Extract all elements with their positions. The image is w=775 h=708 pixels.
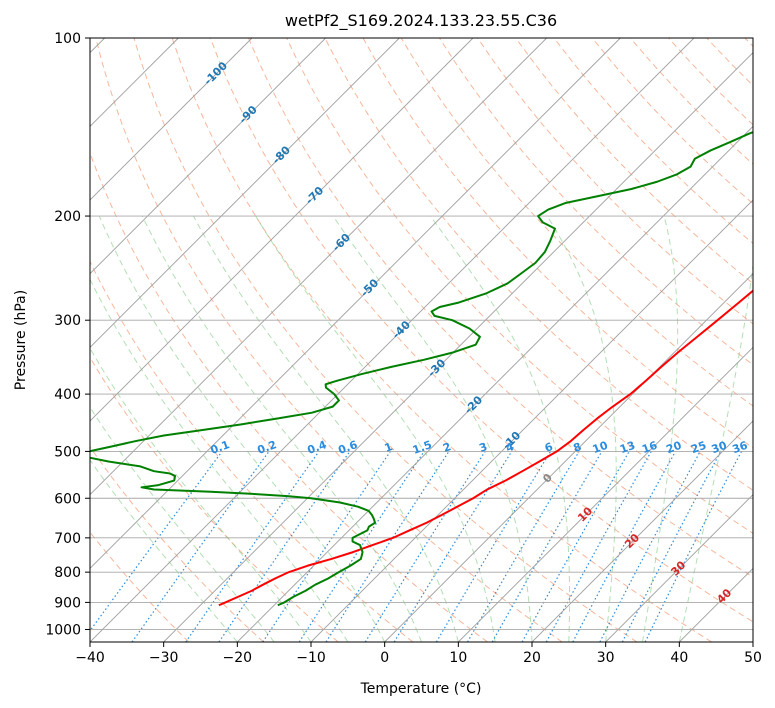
- mixing-ratio-line: [545, 451, 652, 642]
- dry-adiabat: [515, 38, 753, 285]
- mixing-ratio-label: 20: [665, 439, 684, 457]
- mixing-ratio-label: 0.2: [256, 438, 279, 457]
- dry-adiabat: [90, 260, 414, 642]
- mixing-ratio-label: 13: [618, 439, 637, 456]
- dry-adiabat: [90, 445, 264, 642]
- y-tick-label: 200: [54, 209, 81, 225]
- moist-adiabat: [90, 406, 275, 642]
- mixing-ratio-label: 6: [543, 440, 555, 455]
- mixing-ratio-label: 4: [504, 440, 516, 455]
- isotherm-line: [237, 125, 753, 642]
- mixing-ratio-label: 10: [591, 439, 610, 457]
- y-axis-label: Pressure (hPa): [13, 290, 29, 390]
- temperature-profile: [218, 289, 753, 607]
- y-tick-label: 400: [54, 387, 81, 403]
- y-tick-label: 800: [54, 565, 81, 581]
- isotherm-line: [90, 38, 621, 569]
- x-tick-label: 40: [670, 650, 688, 666]
- dewpoint-profile: [90, 131, 753, 607]
- y-tick-label: 300: [54, 313, 81, 329]
- y-tick-label: 1000: [45, 622, 81, 638]
- dry-adiabat: [286, 38, 753, 534]
- mixing-ratio-line: [621, 451, 722, 642]
- y-tick-label: 500: [54, 444, 81, 460]
- mixing-ratio-label: 1: [383, 440, 395, 455]
- mixing-ratio-label: 16: [640, 439, 659, 457]
- dry-adiabat: [248, 38, 753, 578]
- mixing-ratio-label: 0.4: [306, 438, 329, 457]
- dry-adiabat: [90, 356, 339, 642]
- isotherm-line: [90, 38, 253, 201]
- mixing-ratio-label: 3: [477, 440, 489, 455]
- moist-adiabat: [141, 215, 422, 642]
- moist-adiabat: [98, 215, 386, 642]
- x-tick-label: −20: [223, 650, 253, 666]
- mixing-ratio-line: [262, 451, 391, 642]
- x-tick-label: −10: [296, 650, 326, 666]
- chart-title: wetPf2_S169.2024.133.23.55.C36: [285, 11, 557, 31]
- isotherm-line: [90, 38, 695, 642]
- isotherm-line: [531, 420, 753, 642]
- axes: −40 −30 −20 −10 0 10 20 30 40 5010020030040050060…: [45, 31, 762, 666]
- isotherm-line: [458, 346, 753, 642]
- moist-adiabat: [90, 459, 238, 642]
- isotherm-line: [163, 52, 753, 642]
- mixing-ratio-line: [185, 451, 320, 642]
- isotherm-line: [90, 38, 326, 275]
- mixing-ratio-line: [393, 451, 513, 642]
- mixing-ratio-label: 0.1: [209, 438, 232, 457]
- plot-area: [90, 38, 753, 642]
- dry-adiabat: [171, 38, 712, 642]
- x-tick-label: −40: [75, 650, 105, 666]
- x-tick-label: 0: [380, 650, 389, 666]
- x-axis-label: Temperature (°C): [360, 681, 482, 697]
- x-tick-label: 30: [597, 650, 615, 666]
- isotherm-line: [90, 38, 474, 422]
- isotherm-line: [605, 494, 753, 642]
- dry-adiabat: [209, 38, 753, 623]
- x-tick-label: 10: [449, 650, 467, 666]
- x-tick-label: −30: [149, 650, 179, 666]
- plot-frame: [89, 37, 754, 643]
- moist-adiabat: [546, 215, 617, 642]
- dry-adiabat: [324, 38, 753, 491]
- y-tick-label: 700: [54, 531, 81, 547]
- x-tick-label: 20: [523, 650, 541, 666]
- moist-adiabat: [90, 347, 312, 642]
- x-tick-label: 50: [744, 650, 762, 666]
- y-tick-label: 600: [54, 491, 81, 507]
- mixing-ratio-label: 36: [731, 439, 750, 457]
- isotherm-line: [384, 273, 753, 642]
- moist-adiabat: [332, 215, 533, 642]
- mixing-ratio-label: 30: [710, 439, 729, 457]
- y-tick-label: 100: [54, 31, 81, 47]
- moist-adiabat: [429, 215, 571, 642]
- y-tick-label: 900: [54, 595, 81, 611]
- mixing-ratio-label: 1.5: [411, 438, 434, 457]
- mixing-ratio-line: [521, 451, 630, 642]
- dry-adiabat: [95, 38, 563, 642]
- mixing-ratio-label: 25: [689, 439, 708, 456]
- mixing-ratio-label: 2: [441, 440, 453, 455]
- moist-adiabat: [193, 215, 459, 642]
- mixing-ratio-line: [572, 451, 677, 642]
- isotherm-line: [90, 38, 400, 348]
- isotherm-line: [310, 199, 753, 642]
- mixing-ratio-label: 8: [572, 440, 584, 455]
- isotherm-line: [90, 38, 547, 496]
- mixing-ratio-line: [90, 451, 223, 632]
- mixing-ratio-line: [325, 451, 450, 642]
- mixing-ratio-label: 0.6: [336, 438, 359, 457]
- mixing-ratio-line: [298, 451, 425, 642]
- dry-adiabat: [133, 38, 638, 642]
- moist-adiabat: [678, 261, 753, 642]
- mixing-ratio-line: [218, 451, 351, 642]
- mixing-ratio-line: [644, 451, 743, 642]
